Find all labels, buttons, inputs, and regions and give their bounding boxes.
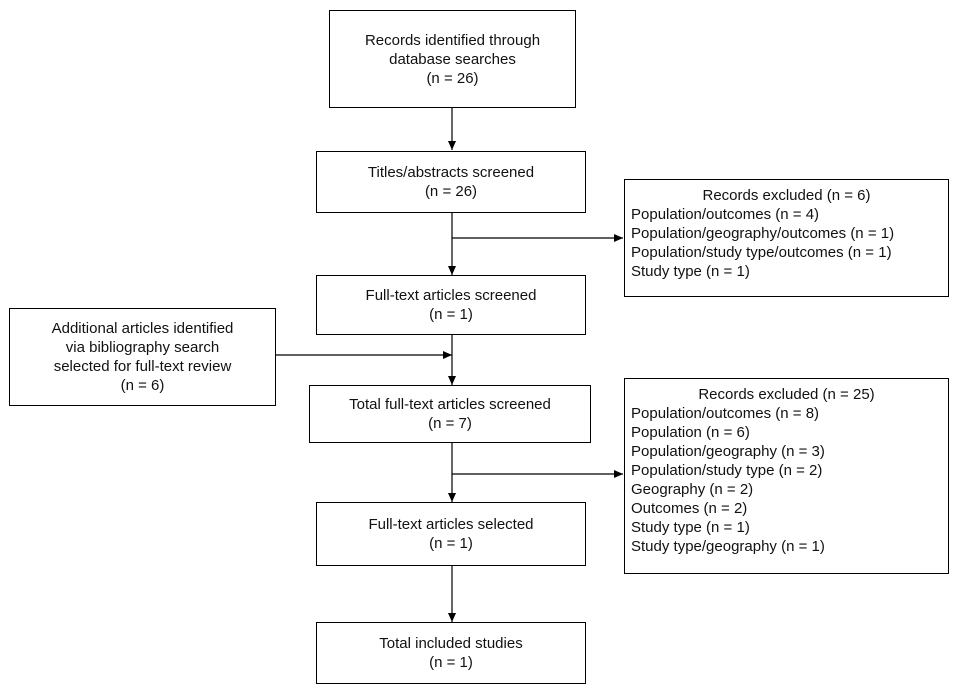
records-identified-line-1: Records identified through [364, 31, 541, 49]
total-included-studies-label: Total included studies [379, 635, 523, 652]
records-identified-count: (n = 26) [426, 69, 479, 87]
titles-abstracts-screened-box: Titles/abstracts screened (n = 26) [316, 151, 586, 213]
records-identified-box: Records identified through database sear… [329, 10, 576, 108]
full-text-articles-screened-box: Full-text articles screened (n = 1) [316, 275, 586, 335]
full-text-selected-count: (n = 1) [429, 535, 473, 552]
excluded-2-item: Population/study type (n = 2) [631, 462, 823, 479]
additional-articles-count: (n = 6) [120, 377, 165, 394]
excluded-2-item: Population/geography (n = 3) [631, 443, 825, 460]
excluded-2-item: Geography (n = 2) [631, 481, 754, 498]
records-excluded-2-title: Records excluded (n = 25) [698, 386, 875, 403]
full-text-screened-label: Full-text articles screened [365, 287, 537, 304]
full-text-selected-label: Full-text articles selected [368, 516, 534, 533]
titles-abstracts-screened-label: Titles/abstracts screened [367, 164, 535, 181]
total-included-studies-box: Total included studies (n = 1) [316, 622, 586, 684]
records-excluded-1-title: Records excluded (n = 6) [702, 187, 871, 204]
records-excluded-box-1: Records excluded (n = 6) Population/outc… [624, 179, 949, 297]
total-full-text-screened-label: Total full-text articles screened [349, 396, 551, 413]
excluded-1-item: Population/outcomes (n = 4) [631, 206, 820, 223]
total-full-text-screened-count: (n = 7) [428, 415, 472, 432]
excluded-1-item: Study type (n = 1) [631, 263, 750, 280]
excluded-2-item: Outcomes (n = 2) [631, 500, 748, 517]
total-full-text-screened-box: Total full-text articles screened (n = 7… [309, 385, 591, 443]
titles-abstracts-screened-count: (n = 26) [424, 183, 478, 200]
excluded-2-item: Study type/geography (n = 1) [631, 538, 825, 555]
full-text-articles-selected-box: Full-text articles selected (n = 1) [316, 502, 586, 566]
full-text-screened-count: (n = 1) [429, 306, 473, 323]
additional-articles-line-1: Additional articles identified [51, 320, 234, 337]
additional-articles-box: Additional articles identified via bibli… [9, 308, 276, 406]
records-identified-line-2: database searches [389, 50, 516, 68]
excluded-2-item: Study type (n = 1) [631, 519, 750, 536]
additional-articles-line-2: via bibliography search [65, 339, 220, 356]
records-excluded-box-2: Records excluded (n = 25) Population/out… [624, 378, 949, 574]
excluded-2-item: Population (n = 6) [631, 424, 750, 441]
excluded-1-item: Population/geography/outcomes (n = 1) [631, 225, 895, 242]
excluded-2-item: Population/outcomes (n = 8) [631, 405, 820, 422]
additional-articles-line-3: selected for full-text review [53, 358, 232, 375]
excluded-1-item: Population/study type/outcomes (n = 1) [631, 244, 892, 261]
total-included-studies-count: (n = 1) [429, 654, 473, 671]
